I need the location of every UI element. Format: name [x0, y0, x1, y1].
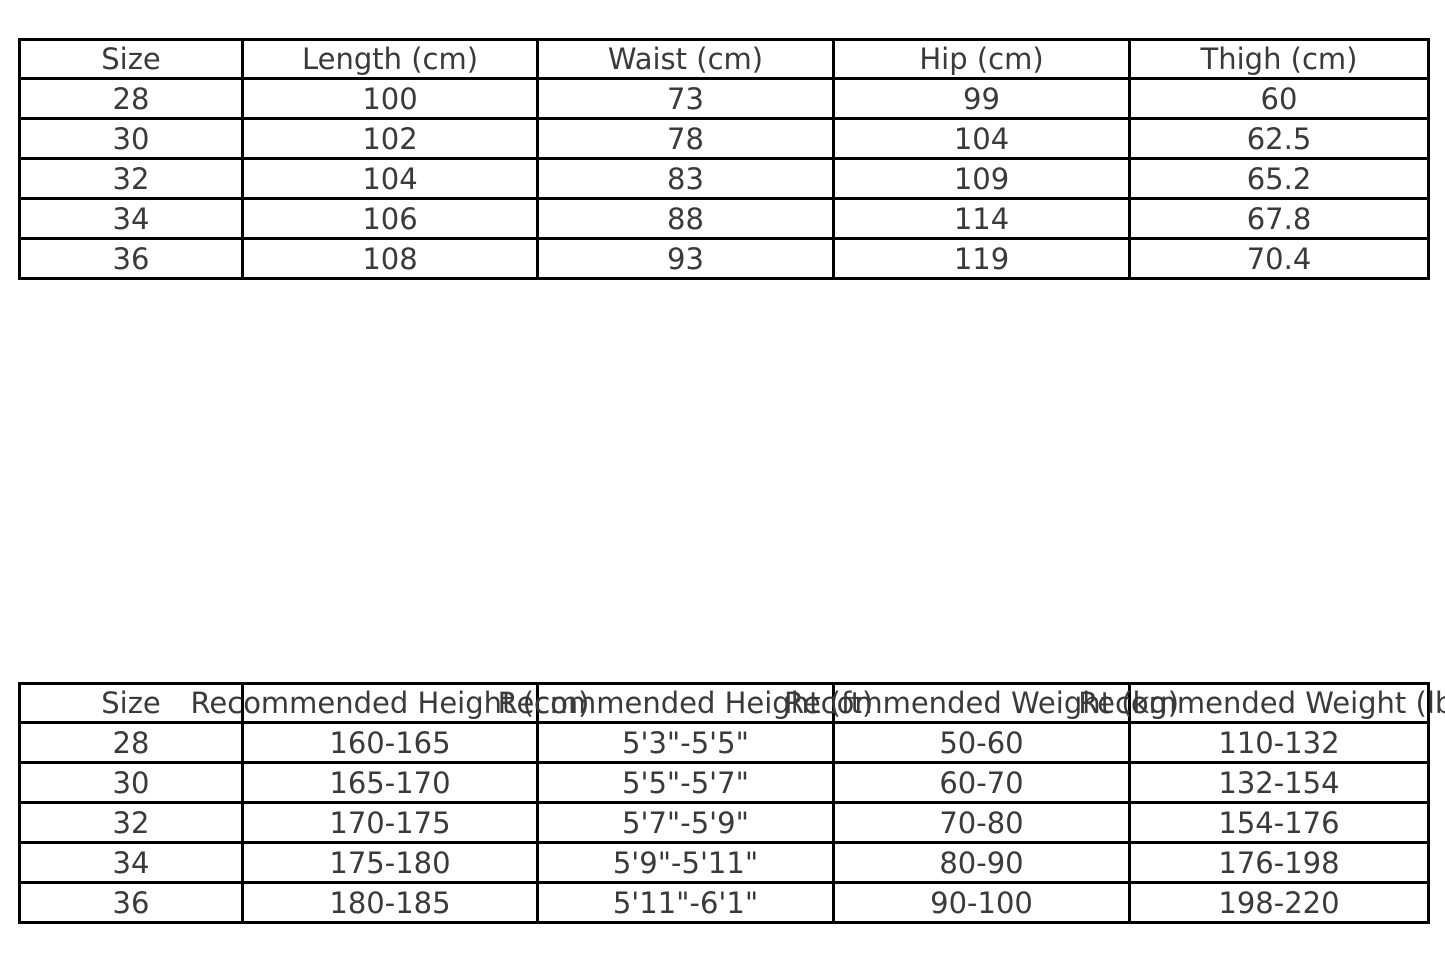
table-cell: 110-132 — [1128, 721, 1430, 764]
table-row: 32 104 83 109 65.2 — [18, 157, 1430, 200]
table-cell: 70-80 — [832, 801, 1131, 844]
table-cell: 73 — [536, 77, 835, 120]
table-cell: 30 — [18, 761, 244, 804]
size-measurements-table-header: Size Length (cm) Waist (cm) Hip (cm) Thigh (… — [18, 38, 1430, 80]
table-cell: 62.5 — [1128, 117, 1430, 160]
table-cell: 36 — [18, 237, 244, 280]
header-cell: Recommended Weight (kg) — [784, 682, 1179, 724]
table-cell: 70.4 — [1128, 237, 1430, 280]
table-row: 36 180-185 5'11"-6'1" 90-100 198-220 — [18, 881, 1430, 924]
table-cell: 198-220 — [1128, 881, 1430, 924]
table-cell: 5'5"-5'7" — [536, 761, 835, 804]
table-cell: 102 — [241, 117, 539, 160]
header-cell-label: Hip (cm) — [919, 42, 1044, 76]
table-cell: 99 — [832, 77, 1131, 120]
header-cell-label: Waist (cm) — [607, 42, 764, 76]
header-cell-label: Length (cm) — [301, 42, 479, 76]
table-cell: 132-154 — [1128, 761, 1430, 804]
table-cell: 36 — [18, 881, 244, 924]
table-cell: 78 — [536, 117, 835, 160]
table-cell: 5'3"-5'5" — [536, 721, 835, 764]
table-cell: 104 — [832, 117, 1131, 160]
size-measurements-table: Size Length (cm) Waist (cm) Hip (cm) Thigh (… — [18, 38, 1430, 280]
table-row: 28 100 73 99 60 — [18, 77, 1430, 120]
table-cell: 100 — [241, 77, 539, 120]
size-recommendations-table-body: 28 160-165 5'3"-5'5" 50-60 110-132 30 165-170 5… — [18, 721, 1430, 924]
header-row: Size Recommended Height (cm) Recommended H… — [18, 682, 1445, 724]
table-cell: 170-175 — [241, 801, 539, 844]
table-cell: 114 — [832, 197, 1131, 240]
size-recommendations-table-header: Size Recommended Height (cm) Recommended H… — [18, 682, 1445, 724]
size-recommendations-table: Size Recommended Height (cm) Recommended H… — [18, 682, 1445, 924]
table-cell: 67.8 — [1128, 197, 1430, 240]
header-cell: Hip (cm) — [832, 38, 1131, 80]
header-cell: Waist (cm) — [536, 38, 835, 80]
size-measurements-table-body: 28 100 73 99 60 30 102 78 104 62.5 32 104 83 109 65.2 3… — [18, 77, 1430, 280]
table-cell: 108 — [241, 237, 539, 280]
table-row: 36 108 93 119 70.4 — [18, 237, 1430, 280]
table-cell: 5'7"-5'9" — [536, 801, 835, 844]
table-cell: 106 — [241, 197, 539, 240]
table-cell: 154-176 — [1128, 801, 1430, 844]
table-cell: 109 — [832, 157, 1131, 200]
table-row: 34 106 88 114 67.8 — [18, 197, 1430, 240]
header-cell: Size — [18, 682, 244, 724]
header-cell: Recommended Height (ft) — [498, 682, 873, 724]
table-cell: 160-165 — [241, 721, 539, 764]
table-cell: 165-170 — [241, 761, 539, 804]
table-cell: 34 — [18, 841, 244, 884]
table-cell: 32 — [18, 801, 244, 844]
table-cell: 34 — [18, 197, 244, 240]
table-cell: 28 — [18, 77, 244, 120]
header-cell: Recommended Height (cm) — [191, 682, 589, 724]
header-cell-label: Size — [101, 42, 161, 76]
table-cell: 5'9"-5'11" — [536, 841, 835, 884]
header-cell: Size — [18, 38, 244, 80]
table-row: 32 170-175 5'7"-5'9" 70-80 154-176 — [18, 801, 1430, 844]
header-cell: Recommended Weight (lbs) — [1078, 682, 1445, 724]
table-cell: 175-180 — [241, 841, 539, 884]
table-cell: 119 — [832, 237, 1131, 280]
table-cell: 88 — [536, 197, 835, 240]
table-cell: 80-90 — [832, 841, 1131, 884]
header-cell-label: Thigh (cm) — [1200, 42, 1358, 76]
header-cell-label: Size — [101, 686, 161, 720]
table-cell: 180-185 — [241, 881, 539, 924]
header-cell-label: Recommended Height (cm) — [190, 686, 590, 720]
table-cell: 65.2 — [1128, 157, 1430, 200]
table-cell: 90-100 — [832, 881, 1131, 924]
table-cell: 93 — [536, 237, 835, 280]
header-cell-label: Recommended Height (ft) — [497, 686, 874, 720]
table-cell: 30 — [18, 117, 244, 160]
header-row: Size Length (cm) Waist (cm) Hip (cm) Thigh (… — [18, 38, 1430, 80]
table-row: 28 160-165 5'3"-5'5" 50-60 110-132 — [18, 721, 1430, 764]
table-cell: 104 — [241, 157, 539, 200]
header-cell: Thigh (cm) — [1128, 38, 1430, 80]
table-cell: 176-198 — [1128, 841, 1430, 884]
table-row: 30 165-170 5'5"-5'7" 60-70 132-154 — [18, 761, 1430, 804]
table-cell: 60-70 — [832, 761, 1131, 804]
table-cell: 60 — [1128, 77, 1430, 120]
table-cell: 50-60 — [832, 721, 1131, 764]
header-cell: Length (cm) — [241, 38, 539, 80]
table-cell: 5'11"-6'1" — [536, 881, 835, 924]
table-cell: 83 — [536, 157, 835, 200]
header-cell-label: Recommended Weight (lbs) — [1078, 686, 1445, 720]
table-cell: 28 — [18, 721, 244, 764]
table-row: 30 102 78 104 62.5 — [18, 117, 1430, 160]
header-cell-label: Recommended Weight (kg) — [783, 686, 1180, 720]
table-cell: 32 — [18, 157, 244, 200]
table-row: 34 175-180 5'9"-5'11" 80-90 176-198 — [18, 841, 1430, 884]
